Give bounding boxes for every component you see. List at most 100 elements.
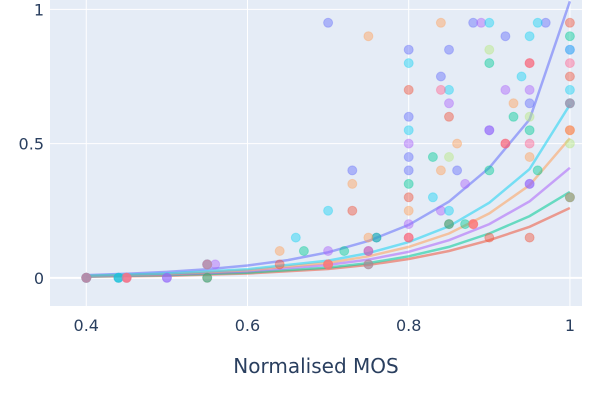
data-point [484,232,495,243]
data-point [274,246,285,256]
data-point [403,192,414,203]
data-point [403,232,414,243]
data-point [532,17,543,28]
data-point [202,259,213,270]
data-point [524,152,535,162]
fit-curves [86,0,572,278]
data-point [435,165,446,176]
data-point [202,259,213,270]
y-tick-labels: 00.51 [19,0,44,287]
data-point [161,272,172,283]
data-point [564,192,575,203]
data-point [460,219,471,230]
data-point [564,31,575,42]
x-tick-label: 0.4 [74,316,99,335]
data-point [403,232,414,243]
data-point [81,272,92,283]
data-point [524,178,535,189]
data-point [403,125,414,136]
data-point [564,58,575,69]
data-point [403,205,414,216]
grid-lines [50,0,582,306]
data-point [564,192,575,203]
data-point [524,58,535,69]
data-point [500,31,511,42]
data-point [444,205,454,216]
data-point [403,138,414,149]
data-point [444,219,454,230]
data-point [274,259,285,270]
data-points [81,17,575,283]
data-point [484,165,495,176]
data-point [524,31,535,42]
data-point [403,44,414,55]
data-point [202,272,213,283]
data-point [500,84,511,95]
data-point [564,138,575,149]
data-point [121,272,132,283]
data-point [202,259,213,270]
fit-curve-0 [86,0,572,277]
data-point [524,111,535,122]
data-point [444,219,454,230]
data-point [121,272,132,283]
data-point [508,98,519,109]
data-point [435,71,446,82]
data-point [403,219,414,230]
data-point [435,84,446,95]
data-point [532,165,543,176]
data-point [484,17,495,28]
y-tick-label: 1 [34,0,44,19]
data-point [444,111,454,122]
data-point [363,246,374,256]
data-point [468,219,479,230]
data-point [161,272,172,283]
data-point [484,44,495,55]
data-point [81,272,92,283]
data-point [202,272,213,283]
data-point [81,272,92,283]
data-point [298,246,309,256]
data-point [564,44,575,55]
data-point [202,259,213,270]
data-point [323,259,334,270]
data-point [484,125,495,136]
data-point [500,138,511,149]
data-point [113,272,124,283]
data-point [516,71,527,82]
data-point [371,232,382,243]
data-point [403,84,414,95]
data-point [339,246,350,256]
data-point [403,165,414,176]
data-point [484,125,495,136]
data-point [210,259,221,270]
data-point [468,219,479,230]
data-point [484,58,495,69]
data-point [564,17,575,28]
data-point [524,84,535,95]
data-point [524,138,535,149]
data-point [347,165,358,176]
data-point [323,259,334,270]
data-point [323,17,334,28]
data-point [403,111,414,122]
data-point [476,17,487,28]
data-point [371,232,382,243]
data-point [427,192,438,203]
data-point [564,71,575,82]
data-point [460,178,471,189]
data-point [564,192,575,203]
data-point [427,152,438,162]
x-tick-label: 0.6 [235,316,260,335]
data-point [81,272,92,283]
data-point [403,178,414,189]
data-point [323,205,334,216]
data-point [452,165,463,176]
data-point [540,17,551,28]
y-tick-label: 0 [34,269,44,288]
x-tick-label: 0.8 [396,316,421,335]
fit-curve-5 [86,104,571,277]
data-point [363,232,374,243]
data-point [363,246,374,256]
data-point [113,272,124,283]
